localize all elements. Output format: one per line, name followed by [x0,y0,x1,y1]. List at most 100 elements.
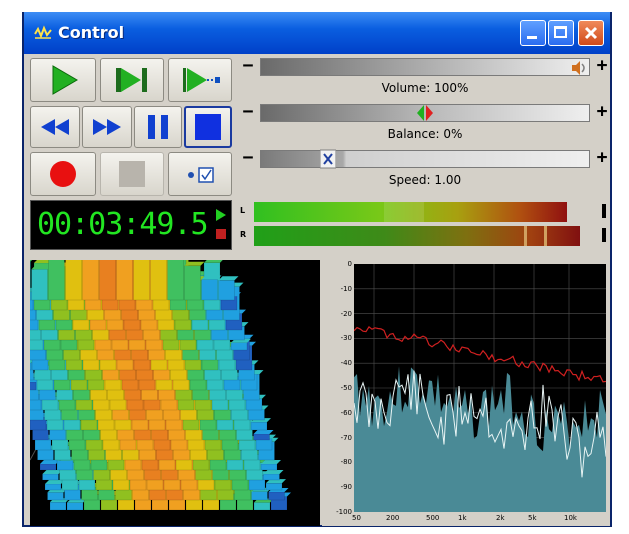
balance-label: Balance: 0% [387,127,463,141]
spectrogram-bar [82,260,99,301]
spectrogram-bar [42,470,63,481]
balance-track[interactable] [260,104,590,122]
speed-label: Speed: 1.00 [388,173,462,187]
balance-slider[interactable]: − + [240,102,610,124]
balance-thumb-icon[interactable] [416,103,434,123]
play-state-icon [216,209,226,239]
spectrogram-bar [167,260,184,301]
spectrogram-bar [201,275,222,301]
rewind-icon [41,119,69,135]
play-button[interactable] [30,58,96,102]
analyzer-x-tick: 1k [458,514,467,522]
right-channel-label: R [240,230,247,239]
spectrogram-bar [116,260,133,301]
speed-slider[interactable]: − + [240,148,610,170]
spectrum-analyzer: 0 -10 -20 -30 -40 -50 -60 -70 -80 -90 -100 50 200 50… [322,260,610,526]
spectrogram-graphic [30,260,291,511]
spectrogram-bar [263,470,284,481]
control-panel: − + Volume: 100% − + Balance: 0% − [24,54,610,526]
close-icon [584,26,598,40]
spectrogram-bar [48,260,65,301]
spectrogram-bar [265,479,286,491]
analyzer-y-tick: -10 [340,284,352,293]
spectrogram-bar [253,430,274,441]
pause-button[interactable] [134,106,182,148]
square-icon [119,161,145,187]
spectrogram-bar [150,260,167,301]
analyzer-x-tick: 50 [352,514,361,522]
volume-decrease-button[interactable]: − [242,55,254,76]
analyzer-x-tick: 500 [426,514,440,522]
maximize-button[interactable] [548,20,574,46]
speed-decrease-button[interactable]: − [242,147,254,168]
analyzer-x-tick: 10k [564,514,577,522]
analyzer-y-tick: -80 [340,458,352,467]
spectrogram-bar [39,460,60,471]
balance-increase-button[interactable]: + [596,101,608,122]
stop-icon [195,114,221,140]
speed-increase-button[interactable]: + [596,147,608,168]
speed-thumb-icon[interactable] [320,149,336,169]
record-button[interactable] [30,152,96,196]
analyzer-y-tick: -50 [340,384,352,392]
speed-track[interactable] [260,150,590,168]
spectrogram-bar [218,276,239,301]
maximize-icon [554,26,567,38]
analyzer-y-tick: -40 [340,359,352,368]
window-title: Control [58,23,125,42]
volume-label: Volume: 100% [381,81,469,95]
balance-decrease-button[interactable]: − [242,101,254,122]
minimize-button[interactable] [520,20,546,46]
analyzer-plot [353,264,607,512]
level-meter: L R [240,200,610,250]
spectrum-fill [354,366,606,512]
analyzer-y-tick: -20 [340,309,352,318]
play-selection-button[interactable] [100,58,164,102]
close-button[interactable] [578,20,604,46]
time-display: 00:03:49.5 [30,200,232,250]
control-window: Control [22,12,612,527]
speaker-icon [572,61,585,75]
time-readout: 00:03:49.5 [37,207,209,242]
waveform-app-icon [34,25,52,39]
analyzer-y-tick: -90 [340,483,352,492]
play-icon [52,65,78,95]
analyzer-x-tick: 2k [496,514,505,522]
analyzer-y-tick: -30 [340,334,352,343]
record-icon [50,161,76,187]
spectrogram-bar [184,261,205,301]
spectrogram-bar [65,260,82,301]
record-stop-button[interactable] [100,152,164,196]
analyzer-graphic [353,264,607,512]
stop-button[interactable] [184,106,232,148]
peak-hold-line [353,326,607,383]
analyzer-y-tick: -100 [336,508,352,516]
analyzer-y-tick: 0 [347,260,352,268]
left-channel-label: L [240,206,246,215]
volume-slider[interactable]: − + [240,56,610,78]
volume-increase-button[interactable]: + [596,55,608,76]
analyzer-y-tick: -70 [340,433,352,442]
spectrogram-3d [30,260,320,526]
play-selection-icon [116,68,147,92]
left-level-bar [254,202,594,222]
minimize-icon [527,36,537,39]
spectrogram-bar [31,265,52,301]
fast-forward-button[interactable] [82,106,132,148]
analyzer-x-tick: 5k [528,514,537,522]
spectrogram-bar [30,260,33,301]
play-to-end-button[interactable] [168,58,232,102]
analyzer-y-tick: -60 [340,408,352,417]
volume-track[interactable] [260,58,590,76]
spectrogram-bar [133,260,150,301]
play-to-cursor-icon [183,68,220,92]
title-bar[interactable]: Control [24,12,610,54]
spectrogram-bar [260,460,281,471]
spectrum-line [353,370,607,478]
fast-forward-icon [93,119,121,135]
spectrogram-bar [44,480,65,491]
record-options-button[interactable] [168,152,232,196]
right-level-bar [254,226,594,246]
spectrogram-bar [99,260,116,301]
rewind-button[interactable] [30,106,80,148]
